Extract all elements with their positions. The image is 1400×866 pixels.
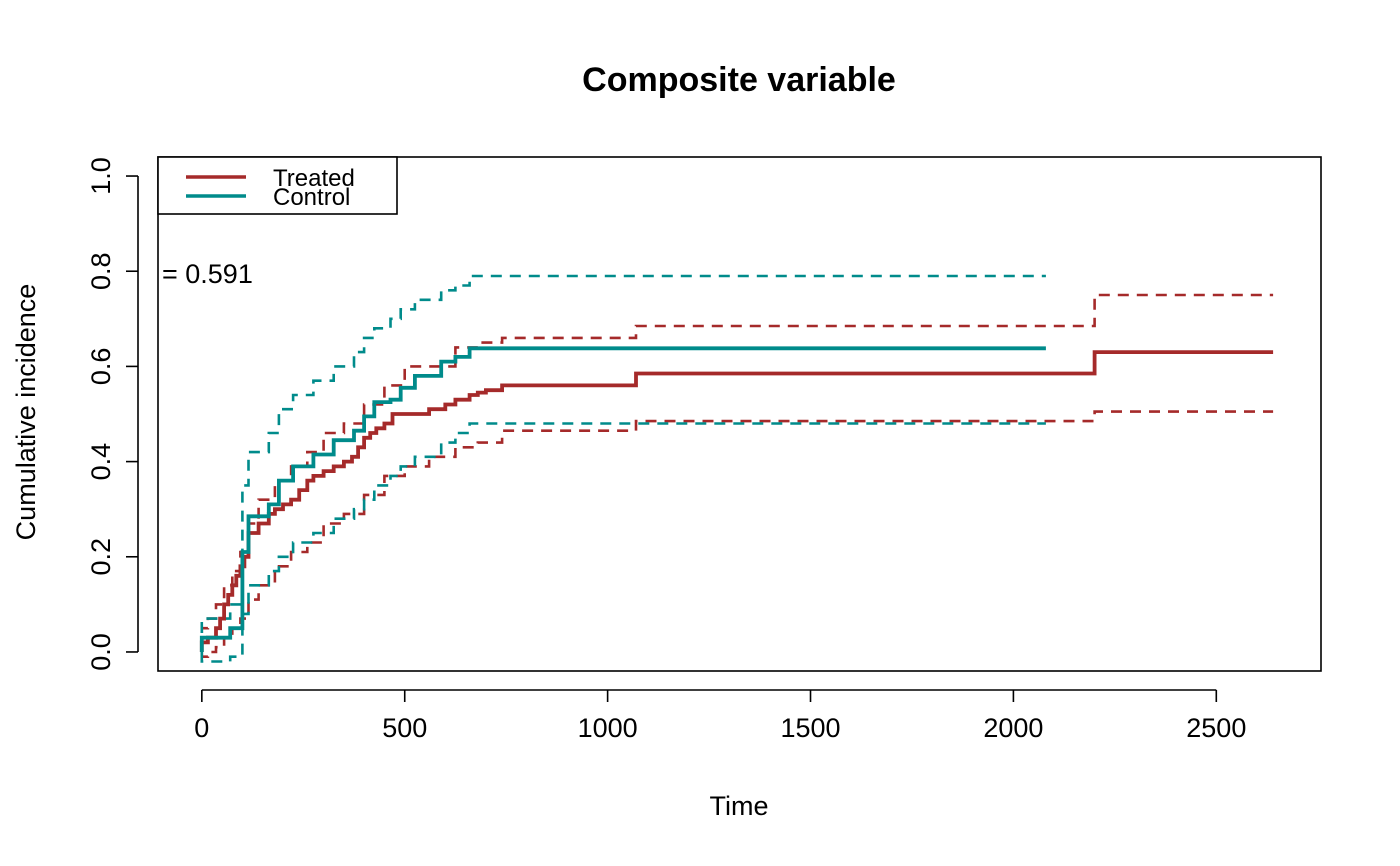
y-tick-label: 0.0 — [86, 633, 116, 671]
series-layer — [199, 274, 1274, 663]
y-tick-label: 0.6 — [86, 348, 116, 386]
legend-label-treated: Treated — [273, 165, 355, 192]
x-axis-label: Time — [710, 791, 769, 821]
series-line-control — [199, 346, 1046, 652]
x-tick-label: 2000 — [983, 713, 1043, 743]
x-axis: 0 500 1000 1500 2000 2500 — [194, 689, 1246, 743]
x-tick-label: 1000 — [578, 713, 638, 743]
series-line-control-lower-ci — [200, 422, 1046, 663]
y-axis-label: Cumulative incidence — [11, 284, 41, 541]
x-tick-label: 0 — [194, 713, 209, 743]
legend-box — [157, 156, 398, 215]
series-line-treated-upper-ci — [200, 293, 1274, 652]
x-tick-label: 1500 — [780, 713, 840, 743]
series-line-control-upper-ci — [200, 274, 1046, 652]
annotation-text: = 0.591 — [162, 259, 253, 289]
y-tick-label: 0.8 — [86, 252, 116, 290]
series-line-treated — [199, 350, 1274, 652]
y-axis: 0.0 0.2 0.4 0.6 0.8 1.0 — [86, 157, 139, 671]
legend: Treated Control — [157, 156, 398, 215]
plot-frame — [157, 156, 1322, 672]
legend-label-control: Control — [273, 184, 350, 211]
x-tick-label: 2500 — [1186, 713, 1246, 743]
x-tick-label: 500 — [382, 713, 427, 743]
y-tick-label: 1.0 — [86, 157, 116, 195]
chart-title: Composite variable — [582, 61, 896, 99]
y-tick-label: 0.2 — [86, 538, 116, 576]
y-tick-label: 0.4 — [86, 443, 116, 481]
